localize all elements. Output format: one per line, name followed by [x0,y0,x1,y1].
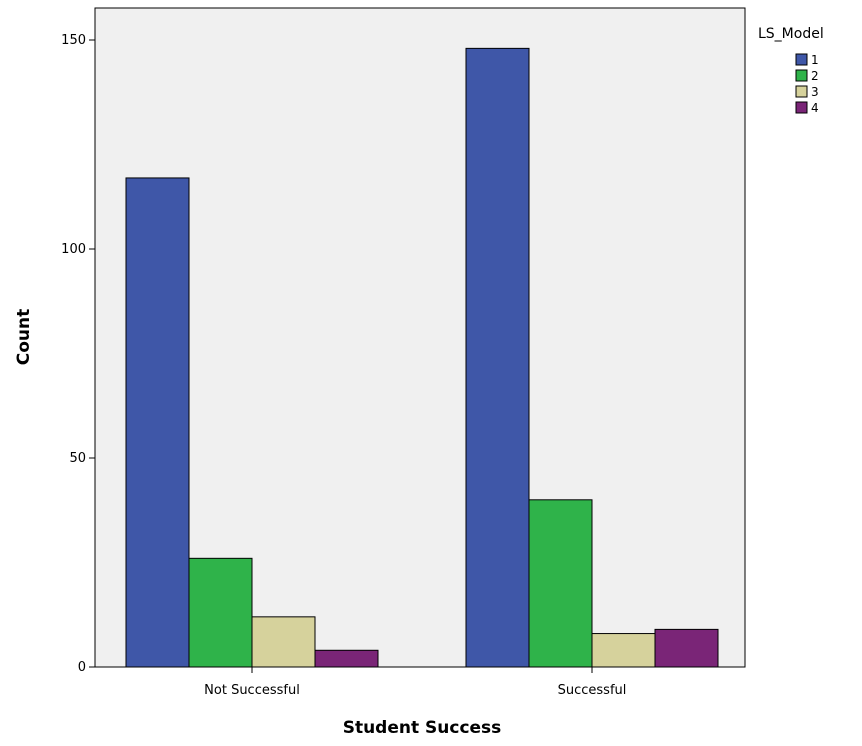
y-axis-title: Count [14,309,34,366]
legend-swatch [795,101,808,114]
legend-label: 4 [811,101,819,115]
bar-not-successful-series-3 [251,616,316,668]
y-tick-label: 150 [61,33,86,48]
x-tick-label: Successful [558,683,627,698]
legend-swatch [795,69,808,82]
legend-label: 2 [811,69,819,83]
bar-not-successful-series-1 [125,177,190,668]
y-tick-label: 100 [61,242,86,257]
bar-successful-series-2 [528,499,593,668]
y-tick-label: 0 [78,660,86,675]
plot-area [94,7,746,668]
bar-successful-series-4 [654,628,719,668]
y-axis: 0 50 100 150 [61,33,95,675]
x-tick-label: Not Successful [204,683,300,698]
legend-label: 3 [811,85,819,99]
x-axis: Not Successful Successful [204,667,626,698]
legend-title: LS_Model [758,26,824,42]
bar-not-successful-series-2 [188,557,253,668]
bars [125,47,719,668]
bar-successful-series-3 [591,633,656,668]
x-axis-title: Student Success [343,718,502,738]
y-tick-label: 50 [69,451,86,466]
legend: LS_Model 1 2 3 4 [758,26,824,115]
bar-successful-series-1 [465,47,530,668]
legend-label: 1 [811,53,819,67]
legend-swatch [795,53,808,66]
bar-not-successful-series-4 [314,649,379,668]
legend-swatch [795,85,808,98]
